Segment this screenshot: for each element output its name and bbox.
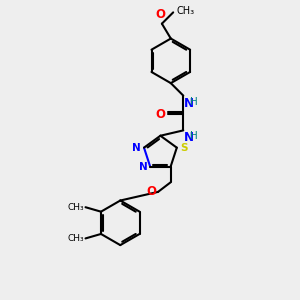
Text: O: O bbox=[155, 8, 165, 21]
Text: H: H bbox=[190, 131, 198, 141]
Text: O: O bbox=[147, 185, 157, 198]
Text: CH₃: CH₃ bbox=[177, 6, 195, 16]
Text: N: N bbox=[139, 162, 147, 172]
Text: CH₃: CH₃ bbox=[68, 234, 84, 243]
Text: N: N bbox=[184, 97, 194, 110]
Text: N: N bbox=[132, 142, 141, 153]
Text: N: N bbox=[184, 131, 194, 144]
Text: O: O bbox=[155, 107, 166, 121]
Text: S: S bbox=[180, 142, 187, 153]
Text: CH₃: CH₃ bbox=[68, 203, 84, 212]
Text: H: H bbox=[190, 97, 198, 106]
